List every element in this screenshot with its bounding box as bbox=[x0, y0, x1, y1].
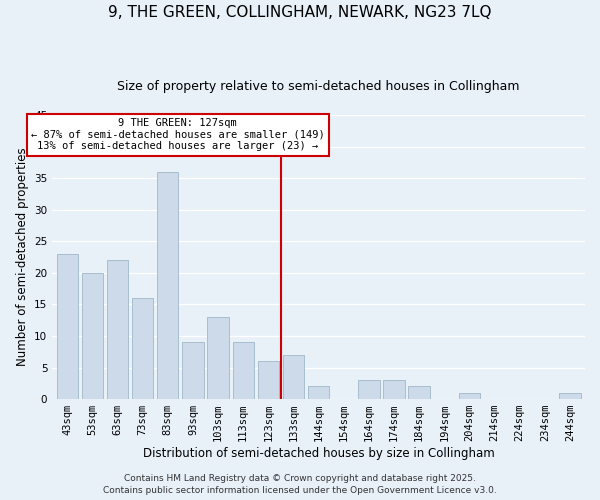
Bar bbox=[132, 298, 154, 399]
Title: Size of property relative to semi-detached houses in Collingham: Size of property relative to semi-detach… bbox=[118, 80, 520, 93]
Text: 9 THE GREEN: 127sqm
← 87% of semi-detached houses are smaller (149)
13% of semi-: 9 THE GREEN: 127sqm ← 87% of semi-detach… bbox=[31, 118, 325, 152]
Bar bbox=[157, 172, 178, 399]
Text: Contains HM Land Registry data © Crown copyright and database right 2025.
Contai: Contains HM Land Registry data © Crown c… bbox=[103, 474, 497, 495]
Bar bbox=[283, 355, 304, 399]
Bar bbox=[383, 380, 404, 399]
Bar bbox=[409, 386, 430, 399]
Text: 9, THE GREEN, COLLINGHAM, NEWARK, NG23 7LQ: 9, THE GREEN, COLLINGHAM, NEWARK, NG23 7… bbox=[108, 5, 492, 20]
Bar bbox=[308, 386, 329, 399]
Bar bbox=[208, 317, 229, 399]
Bar bbox=[56, 254, 78, 399]
Bar bbox=[107, 260, 128, 399]
Y-axis label: Number of semi-detached properties: Number of semi-detached properties bbox=[16, 148, 29, 366]
Bar bbox=[257, 361, 279, 399]
Bar bbox=[182, 342, 203, 399]
Bar bbox=[459, 393, 480, 399]
Bar bbox=[233, 342, 254, 399]
Bar bbox=[559, 393, 581, 399]
X-axis label: Distribution of semi-detached houses by size in Collingham: Distribution of semi-detached houses by … bbox=[143, 447, 494, 460]
Bar bbox=[82, 273, 103, 399]
Bar bbox=[358, 380, 380, 399]
